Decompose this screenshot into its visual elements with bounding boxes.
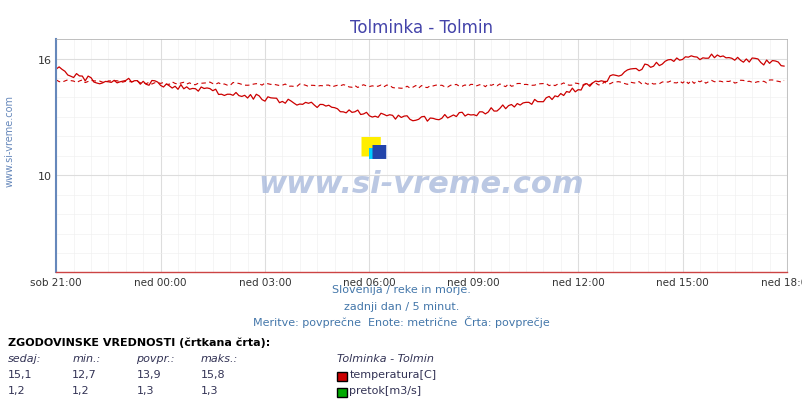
Text: ▪: ▪ (357, 126, 383, 164)
Text: 15,1: 15,1 (8, 369, 33, 379)
Text: povpr.:: povpr.: (136, 353, 175, 363)
Text: zadnji dan / 5 minut.: zadnji dan / 5 minut. (343, 301, 459, 311)
Text: 12,7: 12,7 (72, 369, 97, 379)
Text: min.:: min.: (72, 353, 100, 363)
Text: ▪: ▪ (366, 142, 381, 162)
Title: Tolminka - Tolmin: Tolminka - Tolmin (350, 19, 492, 37)
Text: ▪: ▪ (370, 136, 388, 163)
Text: Tolminka - Tolmin: Tolminka - Tolmin (337, 353, 434, 363)
Text: 13,9: 13,9 (136, 369, 161, 379)
Text: 15,8: 15,8 (200, 369, 225, 379)
Text: ZGODOVINSKE VREDNOSTI (črtkana črta):: ZGODOVINSKE VREDNOSTI (črtkana črta): (8, 336, 270, 347)
Text: 1,3: 1,3 (136, 385, 154, 395)
Text: Slovenija / reke in morje.: Slovenija / reke in morje. (332, 285, 470, 295)
Text: www.si-vreme.com: www.si-vreme.com (258, 170, 584, 199)
Text: sedaj:: sedaj: (8, 353, 42, 363)
Text: maks.:: maks.: (200, 353, 237, 363)
Text: 1,2: 1,2 (8, 385, 26, 395)
Text: www.si-vreme.com: www.si-vreme.com (5, 95, 14, 186)
Text: Meritve: povprečne  Enote: metrične  Črta: povprečje: Meritve: povprečne Enote: metrične Črta:… (253, 315, 549, 327)
Text: 1,3: 1,3 (200, 385, 218, 395)
Text: 1,2: 1,2 (72, 385, 90, 395)
Text: temperatura[C]: temperatura[C] (349, 369, 435, 379)
Text: pretok[m3/s]: pretok[m3/s] (349, 385, 421, 395)
